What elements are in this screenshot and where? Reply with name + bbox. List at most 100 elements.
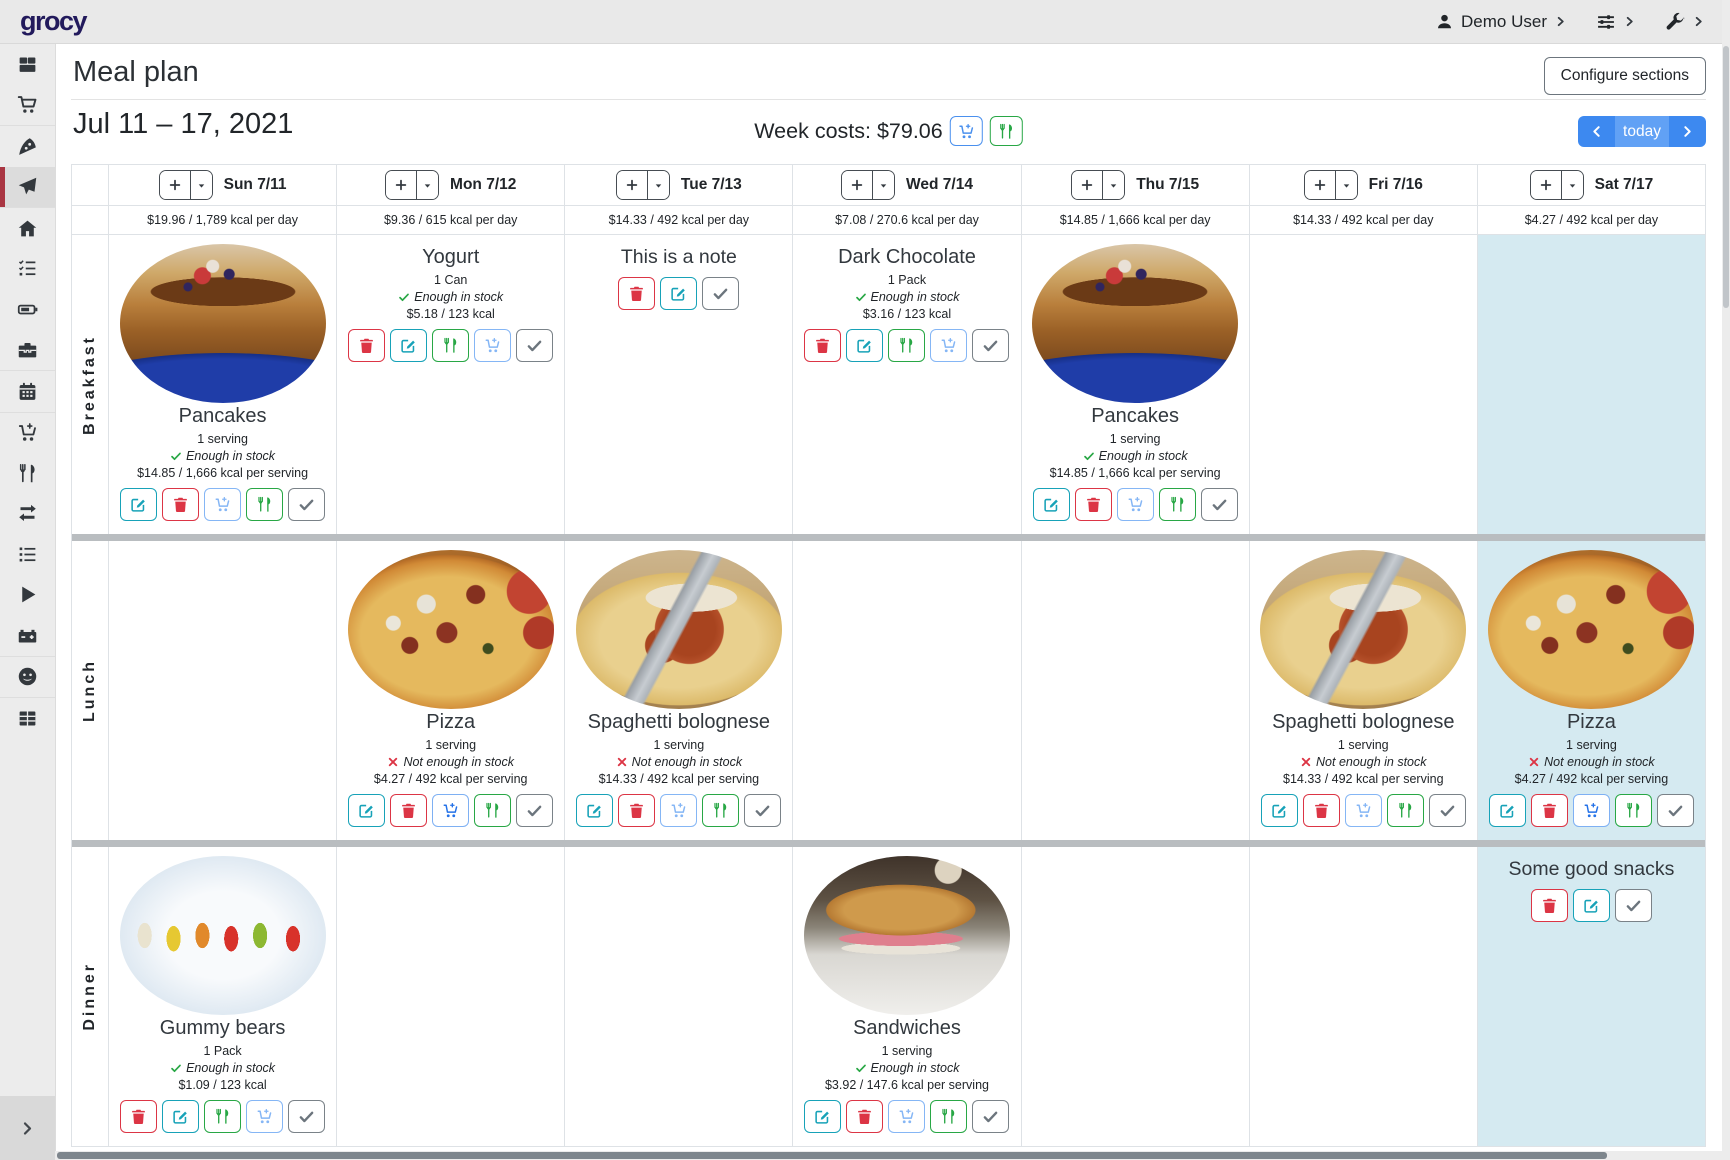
sidebar-collapse-toggle[interactable] bbox=[0, 1096, 55, 1160]
mark-done-button[interactable] bbox=[1614, 889, 1652, 922]
sidebar-item-paper-plane[interactable] bbox=[0, 166, 55, 207]
add-to-shopping-list-button[interactable] bbox=[930, 329, 968, 362]
add-to-shopping-list-button[interactable] bbox=[246, 1100, 284, 1133]
pizza-photo[interactable] bbox=[1488, 550, 1695, 709]
add-meal-plan-entry-button[interactable] bbox=[1530, 171, 1562, 199]
delete-entry-button[interactable] bbox=[1074, 488, 1112, 521]
consume-entry-button[interactable] bbox=[1386, 794, 1424, 827]
add-entry-dropdown-button[interactable] bbox=[417, 171, 439, 199]
edit-entry-button[interactable] bbox=[846, 329, 884, 362]
add-to-shopping-list-button[interactable] bbox=[1344, 794, 1382, 827]
delete-entry-button[interactable] bbox=[120, 1100, 158, 1133]
mark-done-button[interactable] bbox=[972, 329, 1010, 362]
edit-entry-button[interactable] bbox=[804, 1100, 842, 1133]
add-to-shopping-list-button[interactable] bbox=[1116, 488, 1154, 521]
delete-entry-button[interactable] bbox=[162, 488, 200, 521]
add-week-to-shopping-list-button[interactable] bbox=[949, 116, 983, 146]
previous-week-button[interactable] bbox=[1578, 116, 1615, 147]
edit-entry-button[interactable] bbox=[1488, 794, 1526, 827]
user-menu[interactable]: Demo User bbox=[1436, 12, 1566, 32]
sidebar-item-pizza-slice[interactable] bbox=[0, 125, 55, 167]
sidebar-item-tasks[interactable] bbox=[0, 249, 55, 290]
add-meal-plan-entry-button[interactable] bbox=[842, 171, 874, 199]
edit-entry-button[interactable] bbox=[1032, 488, 1070, 521]
consume-entry-button[interactable] bbox=[1614, 794, 1652, 827]
consume-entry-button[interactable] bbox=[204, 1100, 242, 1133]
delete-entry-button[interactable] bbox=[804, 329, 842, 362]
mark-done-button[interactable] bbox=[744, 794, 782, 827]
sidebar-item-battery[interactable] bbox=[0, 289, 55, 330]
delete-entry-button[interactable] bbox=[618, 277, 656, 310]
consume-entry-button[interactable] bbox=[888, 329, 926, 362]
sidebar-item-box[interactable] bbox=[0, 44, 55, 85]
grocy-logo[interactable]: grocy bbox=[20, 6, 88, 36]
edit-entry-button[interactable] bbox=[576, 794, 614, 827]
sidebar-item-play[interactable] bbox=[0, 575, 55, 616]
add-to-shopping-list-button[interactable] bbox=[1572, 794, 1610, 827]
mark-done-button[interactable] bbox=[516, 794, 554, 827]
add-meal-plan-entry-button[interactable] bbox=[386, 171, 418, 199]
delete-entry-button[interactable] bbox=[1530, 889, 1568, 922]
mark-done-button[interactable] bbox=[972, 1100, 1010, 1133]
add-entry-dropdown-button[interactable] bbox=[1103, 171, 1125, 199]
delete-entry-button[interactable] bbox=[618, 794, 656, 827]
add-meal-plan-entry-button[interactable] bbox=[1072, 171, 1104, 199]
sidebar-item-cart-plus[interactable] bbox=[0, 411, 55, 454]
pancakes-photo[interactable] bbox=[1032, 244, 1239, 403]
mark-done-button[interactable] bbox=[1656, 794, 1694, 827]
edit-entry-button[interactable] bbox=[1572, 889, 1610, 922]
mark-done-button[interactable] bbox=[702, 277, 740, 310]
add-meal-plan-entry-button[interactable] bbox=[616, 171, 648, 199]
edit-entry-button[interactable] bbox=[660, 277, 698, 310]
mark-done-button[interactable] bbox=[1200, 488, 1238, 521]
add-entry-dropdown-button[interactable] bbox=[190, 171, 212, 199]
delete-entry-button[interactable] bbox=[1530, 794, 1568, 827]
edit-entry-button[interactable] bbox=[1260, 794, 1298, 827]
consume-entry-button[interactable] bbox=[432, 329, 470, 362]
spaghetti-photo[interactable] bbox=[575, 550, 782, 709]
sidebar-item-table[interactable] bbox=[0, 697, 55, 739]
add-entry-dropdown-button[interactable] bbox=[873, 171, 895, 199]
mark-done-button[interactable] bbox=[288, 1100, 326, 1133]
add-to-shopping-list-button[interactable] bbox=[432, 794, 470, 827]
sidebar-item-cart[interactable] bbox=[0, 85, 55, 126]
consume-entry-button[interactable] bbox=[246, 488, 284, 521]
admin-menu[interactable] bbox=[1665, 12, 1704, 32]
consume-entry-button[interactable] bbox=[702, 794, 740, 827]
today-button[interactable]: today bbox=[1615, 116, 1669, 147]
add-to-shopping-list-button[interactable] bbox=[474, 329, 512, 362]
sidebar-item-utensils[interactable] bbox=[0, 453, 55, 494]
add-meal-plan-entry-button[interactable] bbox=[159, 171, 191, 199]
delete-entry-button[interactable] bbox=[1302, 794, 1340, 827]
mark-done-button[interactable] bbox=[1428, 794, 1466, 827]
sidebar-item-list[interactable] bbox=[0, 534, 55, 575]
sidebar-item-home[interactable] bbox=[0, 207, 55, 249]
mark-done-button[interactable] bbox=[288, 488, 326, 521]
add-meal-plan-entry-button[interactable] bbox=[1304, 171, 1336, 199]
add-to-shopping-list-button[interactable] bbox=[204, 488, 242, 521]
consume-entry-button[interactable] bbox=[930, 1100, 968, 1133]
vertical-scrollbar[interactable] bbox=[1722, 0, 1730, 1160]
delete-entry-button[interactable] bbox=[390, 794, 428, 827]
spaghetti-photo[interactable] bbox=[1260, 550, 1467, 709]
pancakes-photo[interactable] bbox=[119, 244, 326, 403]
pizza-photo[interactable] bbox=[347, 550, 554, 709]
add-to-shopping-list-button[interactable] bbox=[888, 1100, 926, 1133]
sandwich-photo[interactable] bbox=[803, 856, 1010, 1015]
vertical-scrollbar-thumb[interactable] bbox=[1723, 46, 1729, 308]
sidebar-item-car-battery[interactable] bbox=[0, 615, 55, 656]
horizontal-scrollbar-thumb[interactable] bbox=[57, 1152, 1608, 1159]
delete-entry-button[interactable] bbox=[348, 329, 386, 362]
add-to-shopping-list-button[interactable] bbox=[660, 794, 698, 827]
horizontal-scrollbar[interactable] bbox=[55, 1151, 1722, 1160]
sidebar-item-smiley[interactable] bbox=[0, 655, 55, 698]
edit-entry-button[interactable] bbox=[348, 794, 386, 827]
delete-entry-button[interactable] bbox=[846, 1100, 884, 1133]
sidebar-item-exchange[interactable] bbox=[0, 494, 55, 535]
gummy-photo[interactable] bbox=[119, 856, 326, 1015]
consume-entry-button[interactable] bbox=[474, 794, 512, 827]
configure-sections-button[interactable]: Configure sections bbox=[1543, 56, 1706, 95]
sidebar-item-calendar[interactable] bbox=[0, 370, 55, 412]
mark-done-button[interactable] bbox=[516, 329, 554, 362]
settings-menu[interactable] bbox=[1596, 12, 1635, 32]
